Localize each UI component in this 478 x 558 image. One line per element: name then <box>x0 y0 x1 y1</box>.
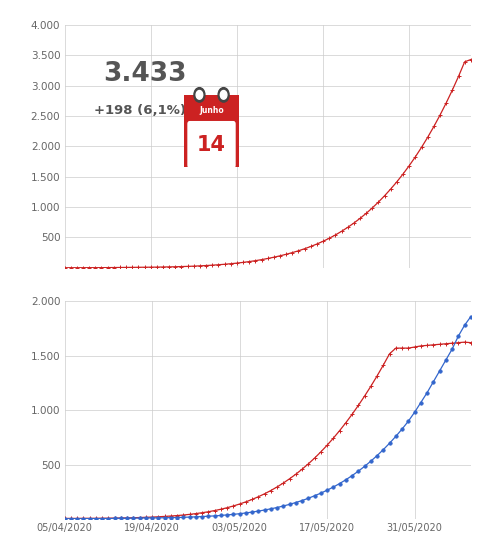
Circle shape <box>218 88 229 102</box>
Circle shape <box>194 88 205 102</box>
FancyBboxPatch shape <box>183 93 240 172</box>
Circle shape <box>196 90 203 99</box>
Text: Casos Confirmados COVID-19: Casos Confirmados COVID-19 <box>124 4 354 19</box>
Text: Junho: Junho <box>199 105 224 114</box>
Text: 3.433: 3.433 <box>103 61 186 86</box>
Text: +198 (6,1%): +198 (6,1%) <box>95 104 186 117</box>
Circle shape <box>220 90 227 99</box>
Text: 14: 14 <box>197 135 226 155</box>
FancyBboxPatch shape <box>187 121 236 168</box>
